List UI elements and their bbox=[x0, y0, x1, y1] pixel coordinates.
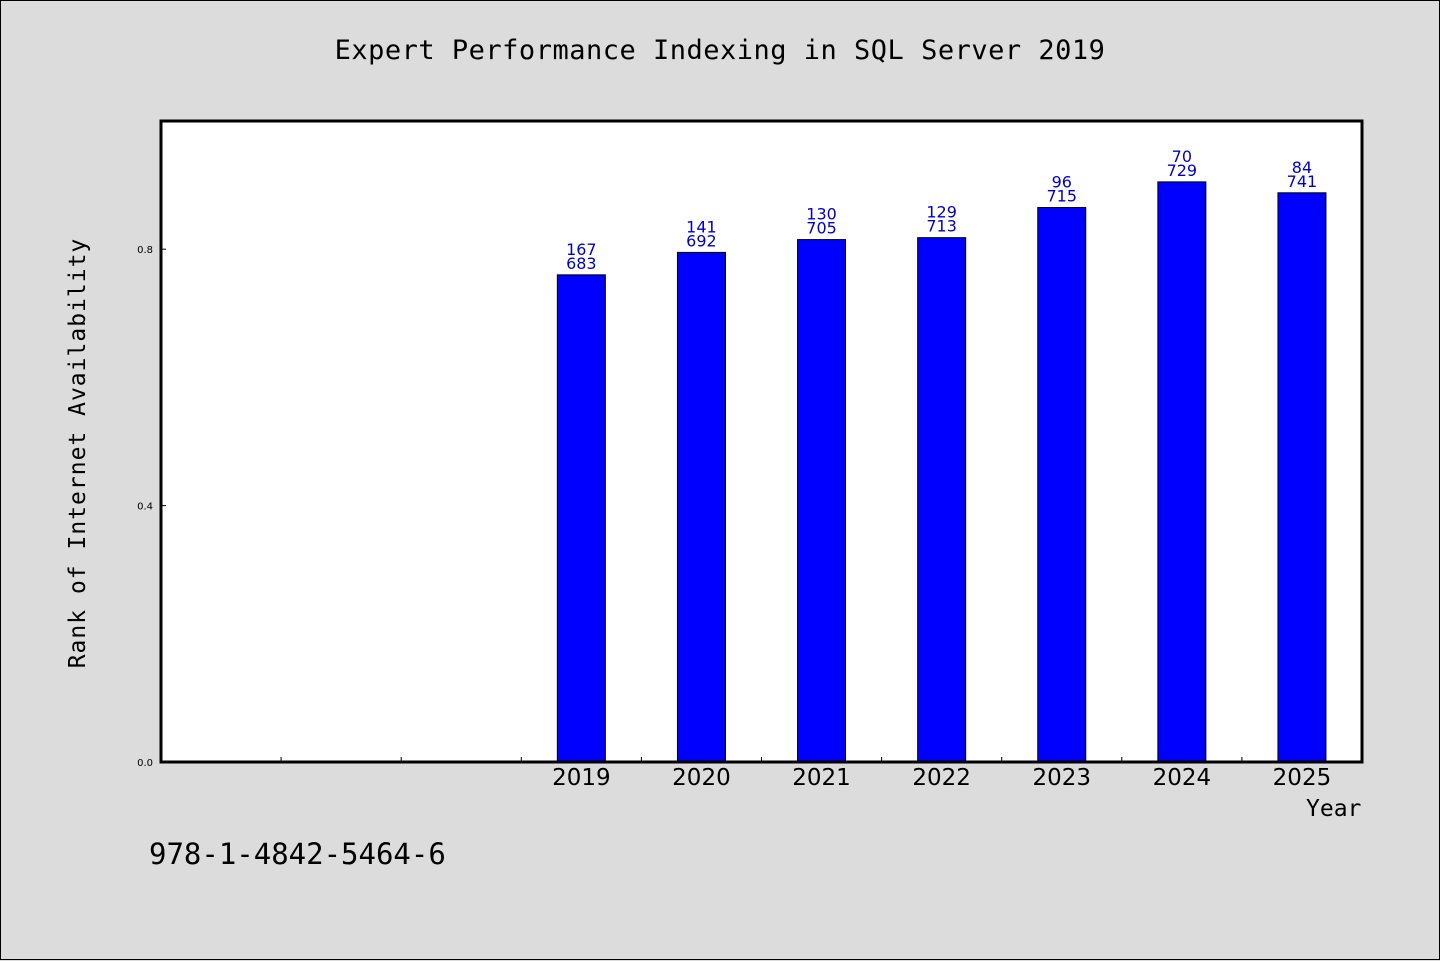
x-tick-label: 2024 bbox=[1153, 765, 1212, 791]
bar-label-top: 96 bbox=[1052, 173, 1072, 192]
bar-label-top: 84 bbox=[1292, 158, 1312, 177]
x-tick-label: 2022 bbox=[912, 765, 971, 791]
x-tick-label: 2023 bbox=[1032, 765, 1091, 791]
bar-label-top: 167 bbox=[566, 240, 597, 259]
bar-label-bottom: 741 bbox=[1287, 172, 1318, 191]
bar-label-bottom: 715 bbox=[1046, 187, 1077, 206]
bar-label-bottom: 683 bbox=[566, 254, 597, 273]
bar-label-top: 129 bbox=[926, 203, 957, 222]
y-tick-label: 0.8 bbox=[137, 245, 153, 256]
bar bbox=[917, 237, 967, 763]
x-tick-label: 2019 bbox=[552, 765, 611, 791]
bar bbox=[1037, 207, 1087, 763]
chart-title: Expert Performance Indexing in SQL Serve… bbox=[334, 35, 1106, 66]
y-tick-label: 0.4 bbox=[137, 502, 153, 513]
plot-frame bbox=[159, 119, 1364, 764]
bar-label-bottom: 713 bbox=[926, 217, 957, 236]
bar bbox=[556, 274, 606, 763]
isbn-text: 978-1-4842-5464-6 bbox=[149, 837, 446, 871]
bar bbox=[676, 251, 726, 763]
bar bbox=[797, 239, 847, 763]
bar-label-top: 70 bbox=[1172, 147, 1192, 166]
bar-label-top: 130 bbox=[806, 205, 837, 224]
bar bbox=[1157, 181, 1207, 763]
x-axis-label: Year bbox=[1306, 796, 1362, 822]
bar-label-top: 141 bbox=[686, 217, 717, 236]
bar-label-bottom: 705 bbox=[806, 219, 837, 238]
y-tick-label: 0.0 bbox=[137, 758, 153, 769]
x-tick-label: 2021 bbox=[792, 765, 851, 791]
bar bbox=[1277, 192, 1327, 763]
bar-label-bottom: 729 bbox=[1167, 161, 1198, 180]
bar-label-bottom: 692 bbox=[686, 231, 717, 250]
x-tick-label: 2025 bbox=[1273, 765, 1332, 791]
x-tick-label: 2020 bbox=[672, 765, 731, 791]
